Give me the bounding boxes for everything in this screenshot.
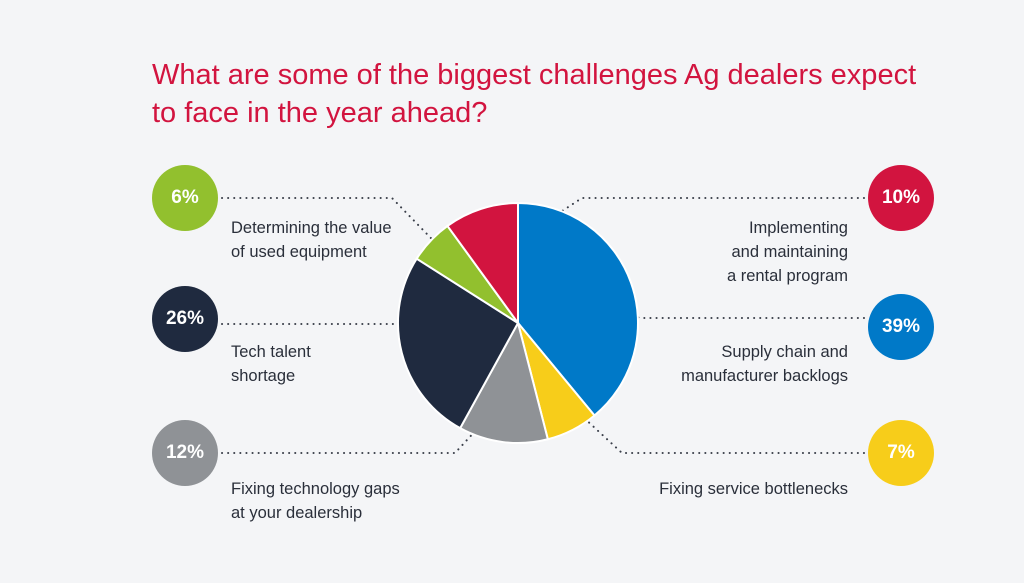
chart-title-line-2: to face in the year ahead? <box>152 97 488 129</box>
label-line: Implementing <box>748 219 848 237</box>
badge-supply-chain: 39% <box>868 294 934 360</box>
leader-line-value <box>221 197 467 275</box>
label-line: Fixing technology gaps <box>231 480 400 498</box>
value-label-service-bottlenecks: 7% <box>887 442 915 463</box>
badge-technology-gaps: 12% <box>152 420 218 486</box>
label-line: shortage <box>231 367 296 385</box>
pie-slice-talent <box>397 257 520 430</box>
category-label-technology-gaps: Fixing technology gaps at your dealershi… <box>231 477 400 525</box>
category-label-service-bottlenecks: Fixing service bottlenecks <box>659 477 848 501</box>
category-label-tech-talent: Tech talent shortage <box>231 340 311 388</box>
pie-slice-rental <box>446 201 519 327</box>
value-label-technology-gaps: 12% <box>165 442 205 463</box>
label-line: and maintaining <box>731 243 849 261</box>
pie-slice-supply <box>517 201 639 417</box>
value-label-supply-chain: 39% <box>881 316 921 337</box>
category-label-used-equipment: Determining the value of used equipment <box>231 216 392 264</box>
label-line: of used equipment <box>231 243 367 261</box>
pie-slice-techgap <box>458 320 550 444</box>
badge-service-bottlenecks: 7% <box>868 420 934 486</box>
label-line: Supply chain and <box>721 343 848 361</box>
value-label-tech-talent: 26% <box>165 308 205 329</box>
badge-used-equipment-value: 6% <box>152 165 218 231</box>
value-label-used-equipment: 6% <box>171 187 199 208</box>
badge-rental-program: 10% <box>868 165 934 231</box>
label-line: manufacturer backlogs <box>681 367 848 385</box>
label-line: Tech talent <box>231 343 311 361</box>
pie-slices <box>397 201 639 444</box>
label-line: Determining the value <box>231 219 392 237</box>
category-label-rental-program: Implementing and maintaining a rental pr… <box>727 216 848 288</box>
badge-tech-talent: 26% <box>152 286 218 352</box>
value-label-rental-program: 10% <box>881 187 921 208</box>
label-line: a rental program <box>726 267 848 285</box>
category-label-supply-chain: Supply chain and manufacturer backlogs <box>681 340 848 388</box>
chart-title-line-1: What are some of the biggest challenges … <box>152 59 917 91</box>
chart-title: What are some of the biggest challenges … <box>152 56 972 132</box>
label-line: Fixing service bottlenecks <box>659 480 848 498</box>
label-line: at your dealership <box>231 504 363 522</box>
